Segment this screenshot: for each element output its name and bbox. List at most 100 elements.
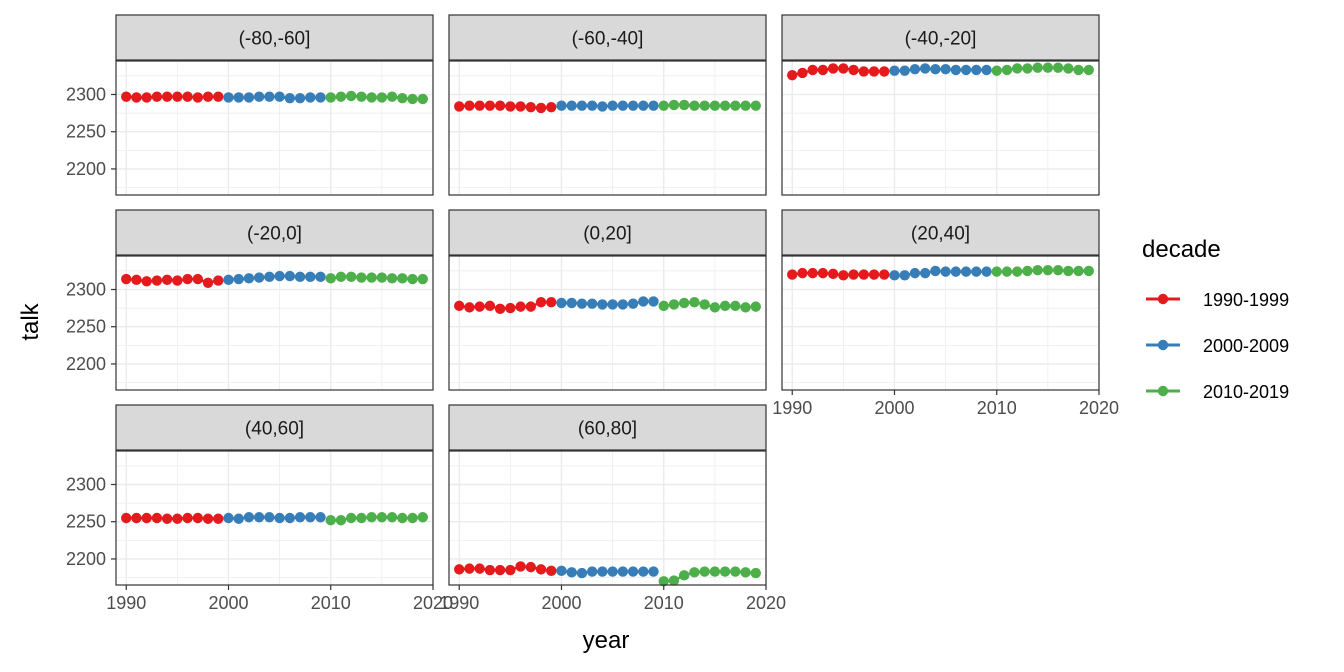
data-point (1001, 266, 1013, 277)
data-point (161, 91, 173, 102)
data-point (325, 515, 336, 526)
data-point (889, 65, 900, 76)
panel-border (115, 255, 434, 391)
data-point (868, 66, 880, 77)
y-tick-label: 2250 (66, 512, 106, 532)
x-tick-label: 2010 (644, 593, 684, 613)
data-point (484, 300, 496, 312)
data-point (981, 64, 992, 76)
x-tick-label: 2010 (311, 593, 351, 613)
data-point (345, 90, 357, 102)
data-point (597, 299, 608, 310)
data-point (305, 271, 316, 283)
facet-label: (20,40] (911, 224, 970, 245)
data-point (658, 576, 669, 587)
data-point (1032, 264, 1043, 276)
data-point (668, 575, 680, 586)
data-point (525, 301, 537, 312)
data-point (474, 100, 485, 111)
data-point (940, 63, 951, 75)
data-point (668, 299, 680, 310)
data-point (827, 63, 839, 74)
data-point (658, 100, 669, 111)
data-point (678, 297, 690, 309)
data-point (689, 100, 700, 111)
legend-key-point (1157, 293, 1169, 305)
data-point (356, 91, 367, 102)
data-point (494, 564, 506, 576)
panel-background (116, 61, 433, 195)
data-point (335, 271, 347, 283)
data-point (1001, 64, 1013, 76)
data-point (274, 91, 285, 102)
data-point (919, 63, 931, 74)
data-point (960, 266, 972, 277)
data-point (879, 269, 890, 280)
data-point (1022, 265, 1033, 277)
facet-strip (448, 209, 767, 256)
data-point (172, 275, 183, 286)
data-point (294, 93, 306, 104)
data-point (535, 296, 547, 308)
data-point (930, 63, 941, 75)
y-tick-label: 2250 (66, 317, 106, 337)
data-point (1083, 265, 1094, 277)
data-point (668, 99, 680, 111)
legend-label: 2000-2009 (1203, 336, 1289, 356)
data-point (366, 512, 377, 523)
data-point (141, 92, 152, 103)
data-point (750, 567, 761, 579)
data-point (515, 561, 526, 572)
data-point (586, 100, 598, 111)
data-point (1011, 266, 1023, 277)
legend-label: 1990-1999 (1203, 290, 1289, 310)
y-tick-label: 2200 (66, 549, 106, 569)
data-point (397, 93, 408, 104)
data-point (335, 91, 347, 102)
data-point (950, 266, 962, 277)
data-point (709, 100, 721, 111)
data-point (223, 92, 234, 103)
data-point (889, 270, 900, 281)
y-axis-title: talk (17, 302, 44, 340)
data-point (930, 265, 941, 277)
data-point (484, 564, 496, 576)
data-point (223, 512, 234, 524)
data-point (161, 274, 173, 286)
data-point (474, 563, 485, 574)
data-point (345, 271, 357, 283)
data-point (827, 268, 839, 280)
data-point (1063, 63, 1074, 74)
data-point (505, 101, 516, 112)
panel-border (115, 450, 434, 586)
data-point (243, 92, 255, 103)
data-point (556, 297, 567, 309)
data-point (325, 92, 336, 103)
x-tick-label: 2010 (977, 398, 1017, 418)
data-point (202, 513, 214, 524)
y-tick-label: 2300 (66, 85, 106, 105)
data-point (474, 301, 485, 312)
data-point (848, 269, 859, 280)
data-point (1073, 64, 1084, 76)
data-point (699, 299, 710, 310)
data-point (141, 512, 152, 524)
x-tick-label: 2000 (208, 593, 248, 613)
data-point (284, 270, 296, 282)
data-point (858, 269, 870, 280)
data-point (1073, 265, 1084, 277)
data-point (233, 92, 244, 103)
data-point (494, 100, 506, 111)
data-point (566, 567, 577, 578)
panel-background (782, 61, 1099, 195)
data-point (787, 69, 798, 81)
data-point (525, 561, 537, 573)
facet-panel-20-0: (-20,0] (115, 209, 434, 391)
data-point (566, 297, 577, 309)
facet-label: (-40,-20] (905, 29, 977, 50)
data-point (638, 100, 649, 111)
data-point (294, 512, 306, 523)
facet-panel-80-60: (-80,-60] (115, 14, 434, 196)
data-point (909, 267, 921, 279)
